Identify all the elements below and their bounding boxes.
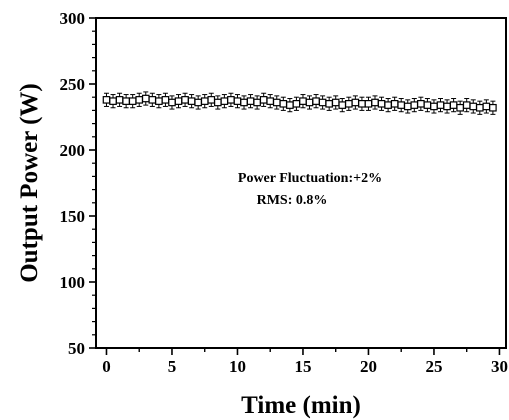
- data-point: [181, 96, 189, 104]
- data-marks: [102, 91, 497, 115]
- plot-frame: [95, 17, 507, 349]
- data-point: [220, 97, 229, 105]
- data-point: [430, 102, 438, 111]
- data-point: [292, 99, 301, 108]
- data-point: [272, 98, 281, 107]
- data-point: [194, 98, 202, 107]
- x-tick-label: 10: [229, 357, 246, 376]
- x-tick-label: 5: [168, 357, 177, 376]
- data-point: [141, 94, 150, 103]
- data-point: [377, 99, 386, 108]
- data-point: [259, 96, 268, 104]
- data-point: [358, 99, 366, 108]
- y-axis-label: Output Power (W): [16, 83, 43, 283]
- x-tick-label: 20: [360, 357, 377, 376]
- data-point: [102, 96, 111, 104]
- annotation-power-fluctuation: Power Fluctuation:+2%: [238, 171, 382, 186]
- data-point: [233, 97, 242, 105]
- x-axis-label: Time (min): [241, 392, 361, 419]
- data-point: [299, 97, 307, 105]
- y-tick-label: 250: [60, 75, 86, 94]
- data-point: [423, 101, 432, 109]
- data-point: [338, 101, 347, 109]
- data-point: [148, 96, 157, 104]
- y-tick-label: 300: [60, 9, 86, 28]
- data-point: [174, 97, 183, 105]
- data-point: [384, 101, 392, 109]
- data-point: [417, 99, 425, 108]
- data-point: [482, 102, 491, 111]
- data-point: [279, 99, 288, 108]
- data-point: [469, 102, 478, 111]
- data-point: [214, 98, 222, 107]
- y-tick-label: 150: [60, 207, 86, 226]
- data-point: [345, 99, 353, 108]
- data-point: [266, 97, 275, 105]
- data-point: [476, 103, 484, 112]
- data-point: [286, 101, 294, 109]
- y-tick-label: 100: [60, 273, 86, 292]
- data-point: [240, 98, 248, 107]
- annotation-rms: RMS: 0.8%: [257, 193, 328, 208]
- y-tick-label: 50: [68, 339, 85, 358]
- data-point: [449, 101, 458, 109]
- data-point: [443, 102, 451, 111]
- data-point: [351, 98, 360, 107]
- data-point: [207, 96, 216, 104]
- data-point: [397, 101, 406, 109]
- data-point: [318, 98, 327, 107]
- data-point: [109, 97, 117, 105]
- data-point: [456, 103, 464, 112]
- data-point: [187, 97, 196, 105]
- data-point: [410, 101, 419, 109]
- data-point: [200, 97, 209, 105]
- data-point: [462, 101, 471, 109]
- data-point: [155, 97, 163, 105]
- data-point: [371, 98, 379, 107]
- axes: 0 5 10 15 20 25 30 50 100 150 200 250 300: [60, 9, 508, 376]
- data-point: [436, 101, 445, 109]
- data-point: [331, 98, 340, 107]
- x-tick-label: 0: [102, 357, 111, 376]
- x-tick-label: 30: [491, 357, 508, 376]
- y-tick-label: 200: [60, 141, 86, 160]
- data-point: [489, 103, 497, 112]
- data-point: [325, 99, 333, 108]
- data-point: [115, 96, 124, 104]
- data-point: [122, 97, 130, 105]
- data-point: [312, 97, 320, 105]
- data-point: [305, 98, 314, 107]
- data-point: [135, 96, 144, 104]
- data-point: [246, 97, 255, 105]
- data-point: [390, 99, 399, 108]
- data-point: [403, 102, 412, 111]
- data-point: [227, 96, 235, 104]
- data-point: [168, 98, 176, 107]
- data-point: [253, 98, 261, 107]
- data-point: [364, 99, 373, 108]
- data-point: [161, 96, 170, 104]
- data-point: [128, 97, 137, 105]
- x-tick-label: 15: [294, 357, 311, 376]
- x-tick-label: 25: [425, 357, 442, 376]
